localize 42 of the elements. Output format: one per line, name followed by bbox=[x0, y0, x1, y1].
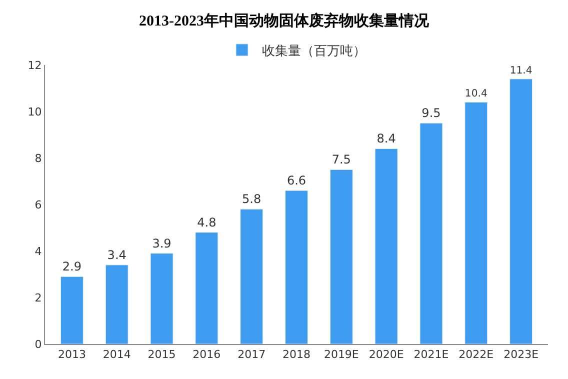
y-tick-label: 2 bbox=[34, 291, 42, 304]
bar bbox=[240, 208, 264, 344]
data-label: 9.5 bbox=[422, 106, 441, 120]
y-tick-label: 4 bbox=[34, 244, 42, 258]
chart-title: 2013-2023年中国动物固体废弃物收集量情况 bbox=[139, 12, 430, 30]
bar bbox=[105, 264, 128, 344]
y-tick-label: 12 bbox=[28, 58, 42, 72]
data-label: 3.4 bbox=[107, 248, 126, 262]
y-tick-label: 0 bbox=[34, 338, 42, 351]
legend-label: 收集量（百万吨） bbox=[262, 44, 366, 60]
data-label: 2.9 bbox=[62, 260, 82, 274]
bar bbox=[510, 78, 533, 344]
data-label: 3.9 bbox=[152, 236, 172, 250]
bar bbox=[285, 190, 308, 344]
bar bbox=[420, 122, 443, 344]
data-label: 11.4 bbox=[510, 65, 532, 76]
data-label: 8.4 bbox=[376, 132, 396, 146]
x-tick-label: 2021E bbox=[414, 348, 449, 362]
bar bbox=[330, 169, 353, 344]
bar bbox=[195, 232, 218, 344]
bar bbox=[150, 253, 174, 344]
x-tick-label: 2023E bbox=[504, 348, 539, 362]
x-tick-label: 2014 bbox=[102, 348, 131, 362]
bar bbox=[464, 102, 488, 344]
y-tick-label: 10 bbox=[28, 105, 42, 118]
y-tick-label: 6 bbox=[34, 198, 42, 212]
y-tick-label: 8 bbox=[34, 152, 42, 165]
bar bbox=[374, 148, 398, 344]
x-tick-label: 2018 bbox=[282, 348, 310, 362]
data-label: 5.8 bbox=[242, 192, 262, 206]
data-label: 6.6 bbox=[286, 174, 306, 188]
data-label: 4.8 bbox=[197, 215, 216, 230]
bar bbox=[60, 276, 84, 344]
x-tick-label: 2020E bbox=[368, 348, 404, 362]
x-tick-label: 2022E bbox=[458, 348, 494, 362]
x-tick-label: 2017 bbox=[238, 348, 266, 362]
data-label: 7.5 bbox=[332, 152, 351, 167]
x-tick-label: 2015 bbox=[148, 348, 176, 362]
data-label: 10.4 bbox=[464, 88, 488, 100]
x-tick-label: 2016 bbox=[192, 348, 221, 362]
x-tick-label: 2019E bbox=[324, 348, 359, 362]
x-tick-label: 2013 bbox=[58, 348, 86, 362]
